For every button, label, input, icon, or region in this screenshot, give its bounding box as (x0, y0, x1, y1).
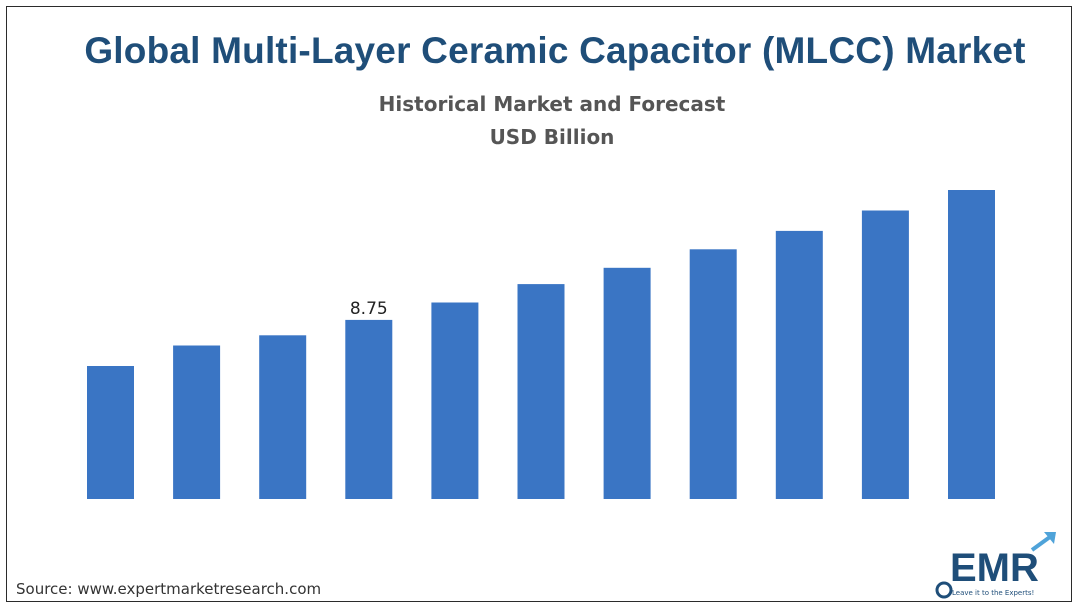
data-label: 8.75 (350, 299, 388, 319)
logo-text: EMR (950, 546, 1039, 590)
chart-unit-label: USD Billion (489, 125, 615, 149)
logo-tagline: Leave it to the Experts! (952, 589, 1035, 597)
source-note: Source: www.expertmarketresearch.com (16, 580, 322, 598)
chart-subtitle: Historical Market and Forecast (378, 92, 726, 116)
bar-10 (861, 210, 909, 499)
bar-7 (603, 267, 651, 499)
bar-8 (689, 249, 737, 499)
bar-2 (173, 345, 221, 499)
bar-4 (345, 319, 393, 499)
bar-11 (948, 190, 995, 499)
chart-title: Global Multi-Layer Ceramic Capacitor (ML… (84, 30, 1026, 71)
bar-6 (517, 284, 565, 499)
bar-3 (259, 335, 307, 499)
bar-1 (87, 366, 134, 499)
emr-logo: EMR Leave it to the Experts! (932, 528, 1064, 602)
bar-5 (431, 302, 479, 499)
bar-9 (775, 230, 823, 499)
logo-mark-icon (935, 532, 1056, 599)
